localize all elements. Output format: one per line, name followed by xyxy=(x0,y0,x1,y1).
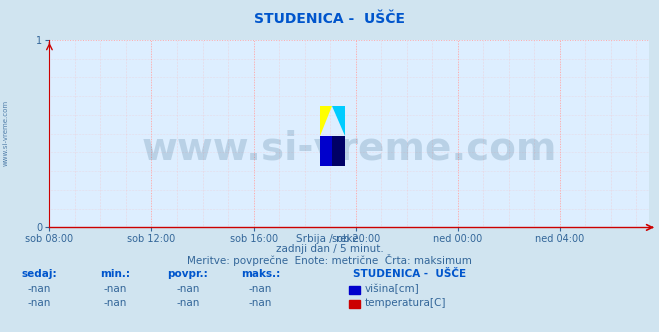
Text: -nan: -nan xyxy=(176,284,200,294)
Text: min.:: min.: xyxy=(100,269,130,279)
Text: -nan: -nan xyxy=(176,298,200,308)
Text: STUDENICA -  UŠČE: STUDENICA - UŠČE xyxy=(254,12,405,26)
Text: www.si-vreme.com: www.si-vreme.com xyxy=(2,100,9,166)
Text: višina[cm]: višina[cm] xyxy=(365,284,420,294)
Text: -nan: -nan xyxy=(103,298,127,308)
Text: -nan: -nan xyxy=(248,298,272,308)
Text: sedaj:: sedaj: xyxy=(22,269,57,279)
Text: STUDENICA -  UŠČE: STUDENICA - UŠČE xyxy=(353,269,466,279)
Text: zadnji dan / 5 minut.: zadnji dan / 5 minut. xyxy=(275,244,384,254)
Text: Srbija / reke.: Srbija / reke. xyxy=(297,234,362,244)
Text: -nan: -nan xyxy=(103,284,127,294)
Text: -nan: -nan xyxy=(28,284,51,294)
Text: povpr.:: povpr.: xyxy=(167,269,208,279)
Text: Meritve: povprečne  Enote: metrične  Črta: maksimum: Meritve: povprečne Enote: metrične Črta:… xyxy=(187,254,472,266)
Polygon shape xyxy=(320,106,332,136)
Text: maks.:: maks.: xyxy=(241,269,280,279)
Text: www.si-vreme.com: www.si-vreme.com xyxy=(142,129,557,168)
Polygon shape xyxy=(332,106,345,136)
Text: -nan: -nan xyxy=(28,298,51,308)
Polygon shape xyxy=(332,136,345,166)
Text: -nan: -nan xyxy=(248,284,272,294)
Polygon shape xyxy=(320,136,332,166)
Text: temperatura[C]: temperatura[C] xyxy=(365,298,447,308)
